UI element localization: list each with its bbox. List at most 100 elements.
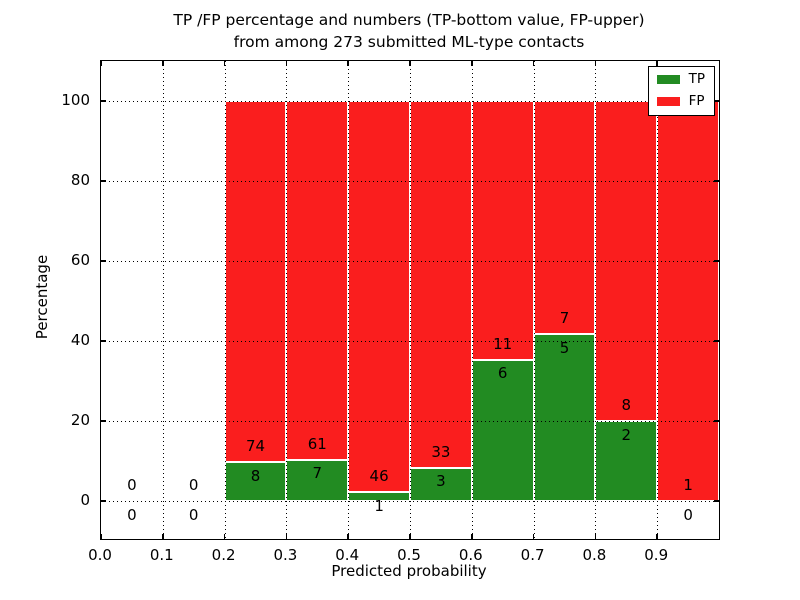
fp-bar-segment xyxy=(657,101,719,501)
y-tick-mark xyxy=(714,260,719,262)
y-tick-label: 100 xyxy=(61,91,90,109)
y-tick-mark xyxy=(714,420,719,422)
y-tick-mark xyxy=(101,500,106,502)
fp-bar-segment xyxy=(471,101,534,360)
grid-line-x xyxy=(224,61,226,539)
plot-area: 0 0 0 0 74 8 61 7 46 1 33 3 11 6 7 5 8 2 1 0 TP FP xyxy=(100,60,720,540)
x-tick-mark xyxy=(162,61,164,66)
fp-bar-segment xyxy=(224,101,287,462)
y-tick-mark xyxy=(714,100,719,102)
tp-bar-segment xyxy=(533,334,596,501)
x-axis-title: Predicted probability xyxy=(331,562,487,580)
x-tick-mark xyxy=(100,61,102,66)
x-tick-mark xyxy=(471,61,473,66)
grid-line-x xyxy=(410,61,411,539)
chart-title-line1: TP /FP percentage and numbers (TP-bottom… xyxy=(173,11,645,29)
x-tick-mark xyxy=(656,61,658,66)
fp-bar-segment xyxy=(410,101,472,468)
grid-line-x xyxy=(162,61,164,539)
x-tick-label: 0.9 xyxy=(644,546,669,564)
tp-bar-segment xyxy=(410,467,472,501)
legend-item: FP xyxy=(656,92,705,109)
x-tick-mark xyxy=(409,534,411,539)
grid-line-x xyxy=(657,61,659,539)
y-tick-mark xyxy=(101,420,106,422)
tp-count-label: 7 xyxy=(312,464,323,483)
x-tick-label: 0.7 xyxy=(520,546,545,564)
x-tick-mark xyxy=(532,534,535,539)
fp-bar-segment xyxy=(348,101,410,493)
x-tick-label: 0.1 xyxy=(149,546,174,564)
fp-count-label: 8 xyxy=(621,396,632,414)
x-tick-mark xyxy=(285,61,288,66)
chart-title-line2: from among 273 submitted ML-type contact… xyxy=(233,33,585,51)
x-tick-mark xyxy=(223,534,226,539)
x-tick-label: 0.5 xyxy=(397,546,421,564)
tp-count-label: 2 xyxy=(621,425,632,444)
tp-legend-swatch xyxy=(656,75,680,85)
y-tick-label: 0 xyxy=(80,491,90,509)
y-tick-mark xyxy=(714,180,719,182)
fp-count-label: 7 xyxy=(559,309,570,328)
fp-bar-segment xyxy=(286,101,349,460)
tp-count-label: 0 xyxy=(683,505,693,524)
legend-label: FP xyxy=(688,92,705,109)
x-tick-mark xyxy=(347,534,349,539)
x-tick-label: 0.3 xyxy=(273,546,298,564)
x-tick-label: 0.0 xyxy=(88,546,112,564)
legend-label: TP xyxy=(688,71,705,87)
x-tick-mark xyxy=(100,534,102,539)
x-tick-mark xyxy=(594,534,597,539)
x-tick-mark xyxy=(223,61,226,66)
grid-line-x xyxy=(533,61,535,539)
fp-count-label: 11 xyxy=(493,334,513,353)
x-tick-mark xyxy=(471,534,473,539)
x-tick-mark xyxy=(594,61,597,66)
y-tick-mark xyxy=(714,500,719,502)
tp-bar-segment xyxy=(471,359,534,501)
tp-count-label: 3 xyxy=(436,472,446,491)
fp-bar-segment xyxy=(533,101,596,335)
y-tick-label: 80 xyxy=(70,171,90,189)
y-tick-mark xyxy=(101,340,106,342)
x-tick-label: 0.2 xyxy=(211,546,236,564)
x-tick-mark xyxy=(532,61,535,66)
y-tick-label: 40 xyxy=(70,331,90,349)
tp-count-label: 0 xyxy=(127,505,137,524)
tp-count-label: 1 xyxy=(374,497,384,516)
fp-count-label: 1 xyxy=(683,476,693,494)
x-tick-label: 0.6 xyxy=(458,546,483,564)
tp-count-label: 0 xyxy=(188,505,199,524)
y-tick-label: 20 xyxy=(70,411,90,429)
fp-count-label: 74 xyxy=(245,436,266,455)
fp-count-label: 61 xyxy=(307,434,327,453)
fp-legend-swatch xyxy=(656,96,680,106)
x-tick-label: 0.4 xyxy=(335,546,360,564)
y-tick-mark xyxy=(101,260,106,262)
grid-line-x xyxy=(348,61,350,539)
legend: TP FP xyxy=(647,66,715,116)
fp-count-label: 33 xyxy=(431,442,451,461)
x-tick-label: 0.8 xyxy=(582,546,607,564)
x-tick-mark xyxy=(347,61,349,66)
grid-line-x xyxy=(286,61,288,539)
tp-bar-segment xyxy=(224,461,287,501)
tp-bar-segment xyxy=(286,459,349,501)
x-tick-mark xyxy=(409,61,411,66)
fp-count-label: 46 xyxy=(369,467,389,486)
y-tick-label: 60 xyxy=(70,251,90,269)
x-tick-mark xyxy=(656,534,658,539)
x-tick-mark xyxy=(285,534,288,539)
tp-count-label: 5 xyxy=(559,338,570,357)
grid-line-x xyxy=(595,61,597,539)
y-tick-mark xyxy=(101,100,106,102)
tp-count-label: 6 xyxy=(497,364,508,383)
chart-title: TP /FP percentage and numbers (TP-bottom… xyxy=(100,9,718,53)
y-tick-mark xyxy=(714,340,719,342)
x-tick-mark xyxy=(162,534,164,539)
fp-count-label: 0 xyxy=(127,476,137,494)
tp-count-label: 8 xyxy=(250,466,261,485)
y-tick-mark xyxy=(101,180,106,182)
legend-item: TP xyxy=(656,71,705,87)
